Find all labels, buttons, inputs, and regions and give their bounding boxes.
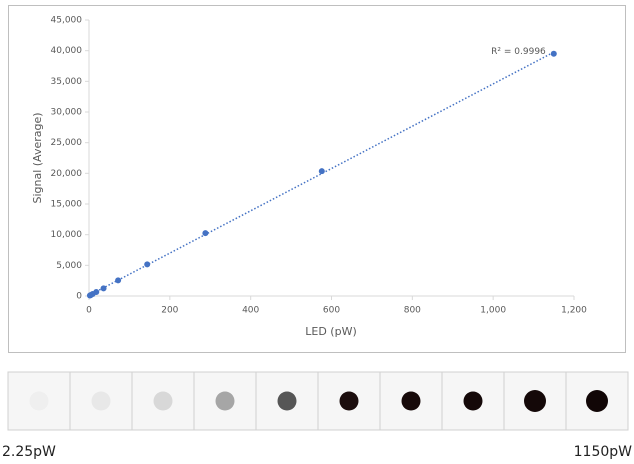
- x-tick-label: 400: [242, 306, 259, 316]
- spot: [586, 390, 608, 412]
- x-tick-label: 600: [323, 306, 340, 316]
- spot: [463, 391, 483, 411]
- x-tick-label: 1,000: [480, 306, 506, 316]
- point: [115, 277, 122, 284]
- point: [550, 50, 557, 57]
- dot-strip: [7, 371, 629, 431]
- y-tick-label: 15,000: [51, 200, 83, 210]
- strip-start-label: 2.25pW: [2, 444, 56, 460]
- x-tick-label: 200: [161, 306, 178, 316]
- y-tick-label: 30,000: [51, 108, 83, 118]
- r-squared: R² = 0.9996: [491, 47, 546, 57]
- y-tick-label: 5,000: [56, 261, 82, 271]
- x-tick-label: 0: [86, 306, 92, 316]
- y-tick-label: 10,000: [51, 230, 83, 240]
- y-tick-label: 45,000: [51, 16, 83, 26]
- y-tick-label: 0: [76, 292, 82, 302]
- y-tick-label: 25,000: [51, 138, 83, 148]
- x-tick-label: 1,200: [561, 306, 587, 316]
- point: [202, 230, 209, 237]
- spot: [215, 391, 235, 411]
- y-axis-label: Signal (Average): [31, 112, 44, 203]
- spot: [277, 391, 297, 411]
- point: [93, 289, 100, 296]
- spot: [524, 390, 546, 412]
- point: [144, 261, 151, 268]
- y-tick-label: 40,000: [51, 46, 83, 56]
- y-tick-label: 35,000: [51, 77, 83, 87]
- spot: [401, 391, 421, 411]
- point: [100, 285, 107, 292]
- spot: [29, 391, 49, 411]
- point: [318, 168, 325, 175]
- x-axis-label: LED (pW): [305, 325, 357, 338]
- spot: [91, 391, 111, 411]
- x-tick-label: 800: [404, 306, 421, 316]
- spot: [153, 391, 173, 411]
- chart-frame: [8, 5, 626, 353]
- y-tick-label: 20,000: [51, 169, 83, 179]
- spot: [339, 391, 359, 411]
- strip-end-label: 1150pW: [574, 444, 633, 460]
